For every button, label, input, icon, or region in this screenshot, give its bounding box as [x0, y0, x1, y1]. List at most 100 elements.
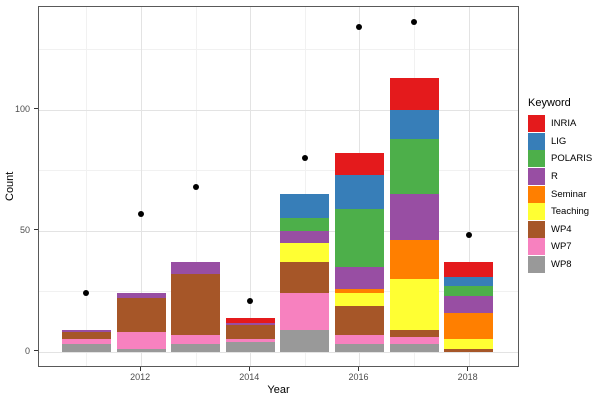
- legend-entries: INRIA LIG POLARIS R Seminar Teaching WP4 WP7 WP8: [528, 115, 593, 274]
- legend-swatch-R: [528, 168, 545, 186]
- bar-2016-R: [334, 266, 385, 289]
- x-tick-mark: [357, 367, 359, 371]
- point-2013: [192, 184, 199, 191]
- bar-2012-WP7: [116, 332, 166, 350]
- point-2011: [83, 290, 90, 297]
- point-2012: [138, 210, 145, 217]
- legend-row-WP7: WP7: [528, 238, 592, 256]
- x-tick-label: 2014: [239, 372, 260, 382]
- bar-2017-WP8: [389, 344, 439, 352]
- y-tick-mark: [34, 350, 38, 352]
- bar-2015-R: [280, 230, 330, 243]
- gridline-y-minor: [39, 291, 518, 293]
- bar-2012-WP8: [116, 349, 166, 352]
- gridline-x-major: [250, 7, 252, 366]
- x-tick-mark: [248, 367, 250, 371]
- gridline-x-minor: [304, 7, 306, 366]
- y-tick-label: 100: [14, 103, 30, 114]
- legend-row-R: R: [528, 168, 592, 186]
- gridline-y-major: [39, 230, 518, 232]
- point-2017: [411, 19, 418, 26]
- legend-label-WP7: WP7: [551, 241, 572, 253]
- legend-label-WP4: WP4: [551, 223, 572, 235]
- y-tick-label: 0: [24, 345, 30, 356]
- bar-2014-WP4: [225, 324, 275, 340]
- bar-2014-INRIA: [225, 317, 275, 323]
- bar-2017-WP4: [389, 329, 439, 338]
- point-2015: [301, 154, 308, 161]
- bar-2011-WP8: [61, 344, 112, 352]
- bar-2014-WP8: [225, 341, 275, 352]
- legend-label-INRIA: INRIA: [551, 118, 577, 130]
- gridline-y-major: [39, 109, 518, 111]
- bar-2016-LIG: [334, 174, 385, 209]
- legend-row-LIG: LIG: [528, 132, 592, 151]
- bar-2016-POLARIS: [334, 208, 385, 267]
- x-axis-title: Year: [267, 384, 290, 396]
- legend-row-Seminar: Seminar: [528, 185, 592, 203]
- bar-2017-POLARIS: [389, 138, 439, 195]
- bar-2017-R: [389, 194, 439, 241]
- bar-2011-WP4: [61, 332, 112, 340]
- bar-2011-WP7: [61, 339, 112, 345]
- bar-2017-WP7: [389, 337, 439, 345]
- point-2018: [465, 232, 472, 239]
- bar-2015-Teaching: [280, 242, 330, 262]
- legend-label-LIG: LIG: [551, 135, 567, 147]
- gridline-y-minor: [39, 49, 518, 51]
- gridline-x-minor: [86, 7, 88, 366]
- point-2016: [356, 24, 363, 31]
- bar-2013-WP7: [171, 334, 221, 345]
- legend-label-R: R: [551, 171, 558, 183]
- x-tick-label: 2016: [348, 372, 369, 382]
- bar-2016-Seminar: [334, 288, 385, 294]
- legend-swatch-INRIA: [528, 115, 545, 133]
- legend-label-POLARIS: POLARIS: [551, 153, 593, 165]
- bar-2018-WP4: [444, 349, 494, 352]
- legend: Keyword INRIA LIG POLARIS R Seminar Teaching W…: [528, 97, 593, 274]
- gridline-y-major: [39, 351, 518, 353]
- legend-label-Seminar: Seminar: [551, 188, 587, 200]
- bar-2013-WP4: [171, 274, 221, 335]
- y-tick-label: 50: [19, 224, 30, 235]
- bar-2018-INRIA: [444, 262, 494, 277]
- gridline-y-minor: [39, 170, 518, 172]
- bar-2016-WP7: [334, 334, 385, 345]
- bar-2014-WP7: [225, 339, 275, 342]
- legend-swatch-Seminar: [528, 185, 545, 203]
- x-tick-label: 2018: [457, 372, 478, 382]
- legend-swatch-POLARIS: [528, 150, 545, 168]
- bar-2014-R: [225, 322, 275, 325]
- bar-2018-R: [444, 295, 494, 313]
- bar-2017-INRIA: [389, 78, 439, 110]
- legend-row-WP8: WP8: [528, 256, 592, 274]
- bar-2018-Teaching: [444, 339, 494, 350]
- bar-2017-Seminar: [389, 240, 439, 279]
- bar-2015-LIG: [280, 194, 330, 219]
- bar-2013-WP8: [171, 344, 221, 352]
- bar-2018-LIG: [444, 276, 494, 287]
- legend-swatch-WP4: [528, 220, 545, 238]
- gridline-x-major: [468, 7, 470, 366]
- bar-2012-WP4: [116, 298, 166, 333]
- bar-2016-WP8: [334, 344, 385, 352]
- plot-panel: [38, 6, 519, 367]
- point-2014: [247, 297, 254, 304]
- bar-2015-WP4: [280, 262, 330, 294]
- bar-2016-INRIA: [334, 153, 385, 175]
- bar-2015-WP8: [280, 329, 330, 352]
- legend-row-INRIA: INRIA: [528, 115, 592, 133]
- bar-2016-WP4: [334, 305, 385, 335]
- legend-title: Keyword: [528, 97, 571, 109]
- bar-2015-WP7: [280, 293, 330, 330]
- x-tick-mark: [139, 367, 141, 371]
- bar-2017-LIG: [389, 109, 439, 139]
- y-tick-mark: [34, 229, 38, 231]
- legend-swatch-LIG: [528, 132, 545, 150]
- legend-swatch-Teaching: [528, 203, 545, 221]
- bar-2018-Seminar: [444, 312, 494, 340]
- legend-label-WP8: WP8: [551, 259, 572, 271]
- legend-swatch-WP8: [528, 256, 545, 274]
- bar-2012-R: [116, 293, 166, 299]
